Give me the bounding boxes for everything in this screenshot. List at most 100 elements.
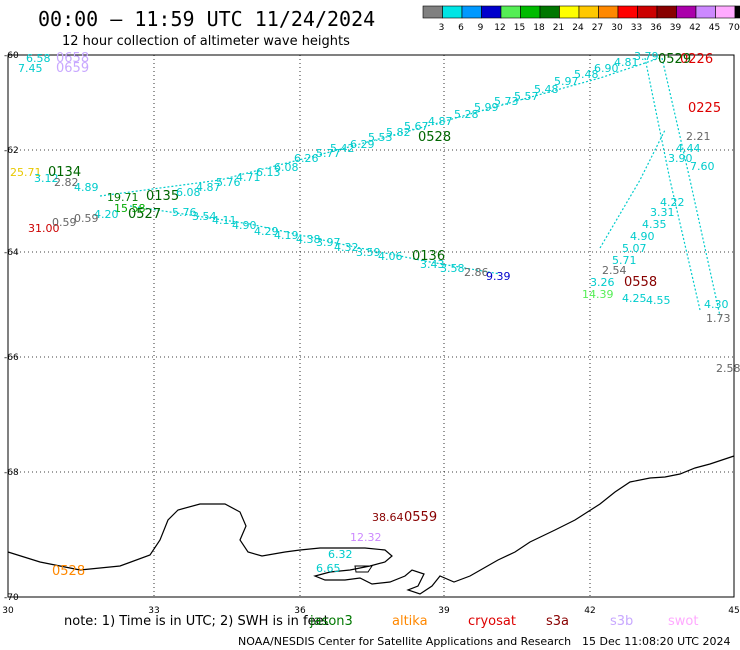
track-line [644, 57, 701, 311]
wave-height-value: 38.64 [372, 511, 404, 524]
wave-height-value: 7.60 [690, 160, 715, 173]
credit-text: NOAA/NESDIS Center for Satellite Applica… [238, 635, 571, 648]
wave-height-value: 4.90 [630, 230, 655, 243]
wave-height-value: 19.71 [107, 191, 139, 204]
wave-height-value: 5.77 [316, 147, 341, 160]
legend-label: 21 [553, 23, 564, 33]
coastline [7, 455, 735, 595]
wave-height-value: 9.39 [486, 270, 511, 283]
legend-label: 30 [611, 23, 623, 33]
track-line [661, 57, 721, 317]
latitude-tick: -66 [4, 353, 19, 363]
wave-height-value: 4.11 [212, 214, 237, 227]
wave-height-value: 2.21 [686, 130, 711, 143]
legend-swatch [637, 5, 658, 19]
wave-height-value: 4.71 [236, 171, 261, 184]
map-subtitle: 12 hour collection of altimeter wave hei… [62, 34, 350, 49]
legend-label: 27 [592, 23, 603, 33]
longitude-tick: 42 [584, 606, 595, 616]
wave-height-value: 4.87 [428, 115, 453, 128]
wave-height-value: 6.08 [274, 161, 299, 174]
wave-height-value: 3.58 [440, 262, 465, 275]
latitude-tick: -60 [4, 51, 19, 61]
legend-label: 3 [439, 23, 445, 33]
pass-time-label: 0226 [680, 52, 713, 67]
pass-time-label: 0528 [418, 130, 451, 145]
track-line [129, 205, 501, 275]
wave-height-value: 4.06 [378, 250, 403, 263]
wave-height-value: 4.20 [94, 208, 119, 221]
legend-swatch [520, 5, 541, 19]
wave-height-value: 6.90 [594, 62, 619, 75]
wave-height-value: 5.73 [494, 95, 519, 108]
latitude-tick: -68 [4, 468, 19, 478]
wave-height-value: 4.90 [232, 219, 257, 232]
wave-height-value: 4.32 [334, 241, 359, 254]
wave-height-value: 4.38 [296, 233, 321, 246]
pass-time-label: 0135 [146, 189, 179, 204]
wave-height-value: 5.67 [404, 120, 429, 133]
pass-time-label: 0658 [56, 51, 89, 66]
wave-height-value: 0.59 [74, 212, 99, 225]
generated-timestamp: 15 Dec 11:08:20 UTC 2024 [582, 635, 730, 648]
wave-height-value: 5.07 [622, 242, 647, 255]
mission-cryosat: cryosat [468, 614, 516, 629]
wave-height-value: 4.19 [274, 229, 299, 242]
wave-height-value: 5.48 [534, 83, 559, 96]
longitude-tick: 39 [438, 606, 450, 616]
wave-height-value: 0.59 [52, 216, 77, 229]
pass-time-labels: 0134 0135 0527 0528 0136 0558 0559 0528 06580659… [48, 51, 721, 579]
mission-s3a: s3a [546, 614, 569, 629]
wave-height-value: 4.87 [196, 181, 221, 194]
wave-height-value: 2.86 [464, 266, 489, 279]
pass-time-label: 0134 [48, 165, 81, 180]
legend-swatch [442, 5, 463, 19]
wave-height-value: 3.79 [634, 50, 659, 63]
mission-jason3: jason3 [309, 614, 353, 629]
wave-height-value: 12.32 [350, 531, 382, 544]
map-grid [8, 55, 734, 597]
wave-height-value: 5.76 [172, 206, 197, 219]
legend-label: 70 [728, 23, 740, 33]
longitude-tick: 30 [2, 606, 14, 616]
legend-label: 24 [572, 23, 584, 33]
wave-height-value: 6.58 [26, 52, 51, 65]
wave-height-value: 5.71 [612, 254, 637, 267]
legend-swatch [461, 5, 482, 19]
legend-swatch [734, 5, 740, 19]
legend-label: 45 [709, 23, 720, 33]
legend-swatch [481, 5, 502, 19]
longitude-tick: 33 [148, 606, 159, 616]
wave-height-value: 2.58 [716, 362, 740, 375]
wave-height-value: 4.35 [642, 218, 667, 231]
legend-swatch [500, 5, 521, 19]
mission-legend: jason3 altika cryosat s3a s3b swot [309, 614, 698, 629]
wave-height-value: 4.25 [622, 292, 647, 305]
legend-label: 12 [494, 23, 505, 33]
wave-height-value: 6.65 [316, 562, 341, 575]
wave-height-value: 2.82 [54, 176, 79, 189]
wave-height-value: 6.08 [176, 186, 201, 199]
wave-height-value: 6.13 [256, 166, 281, 179]
map-title: 00:00 — 11:59 UTC 11/24/2024 [38, 7, 375, 31]
wave-height-value: 6.32 [328, 548, 353, 561]
legend-swatch [617, 5, 638, 19]
wave-height-value: 3.90 [668, 152, 693, 165]
wave-height-value: 25.71 [10, 166, 42, 179]
pass-time-label: 0659 [56, 61, 89, 76]
wave-height-value: 4.30 [704, 298, 729, 311]
legend-swatch [578, 5, 599, 19]
legend-swatch [715, 5, 736, 19]
legend-label: 15 [514, 23, 525, 33]
pass-time-label: 0559 [404, 510, 437, 525]
pass-time-label: 0558 [624, 275, 657, 290]
wave-height-value: 4.29 [254, 225, 279, 238]
map-frame [7, 54, 735, 598]
legend-label: 39 [670, 23, 682, 33]
mission-swot: swot [668, 614, 698, 629]
pass-time-label: 0528 [52, 564, 85, 579]
satellite-tracks [99, 57, 721, 317]
